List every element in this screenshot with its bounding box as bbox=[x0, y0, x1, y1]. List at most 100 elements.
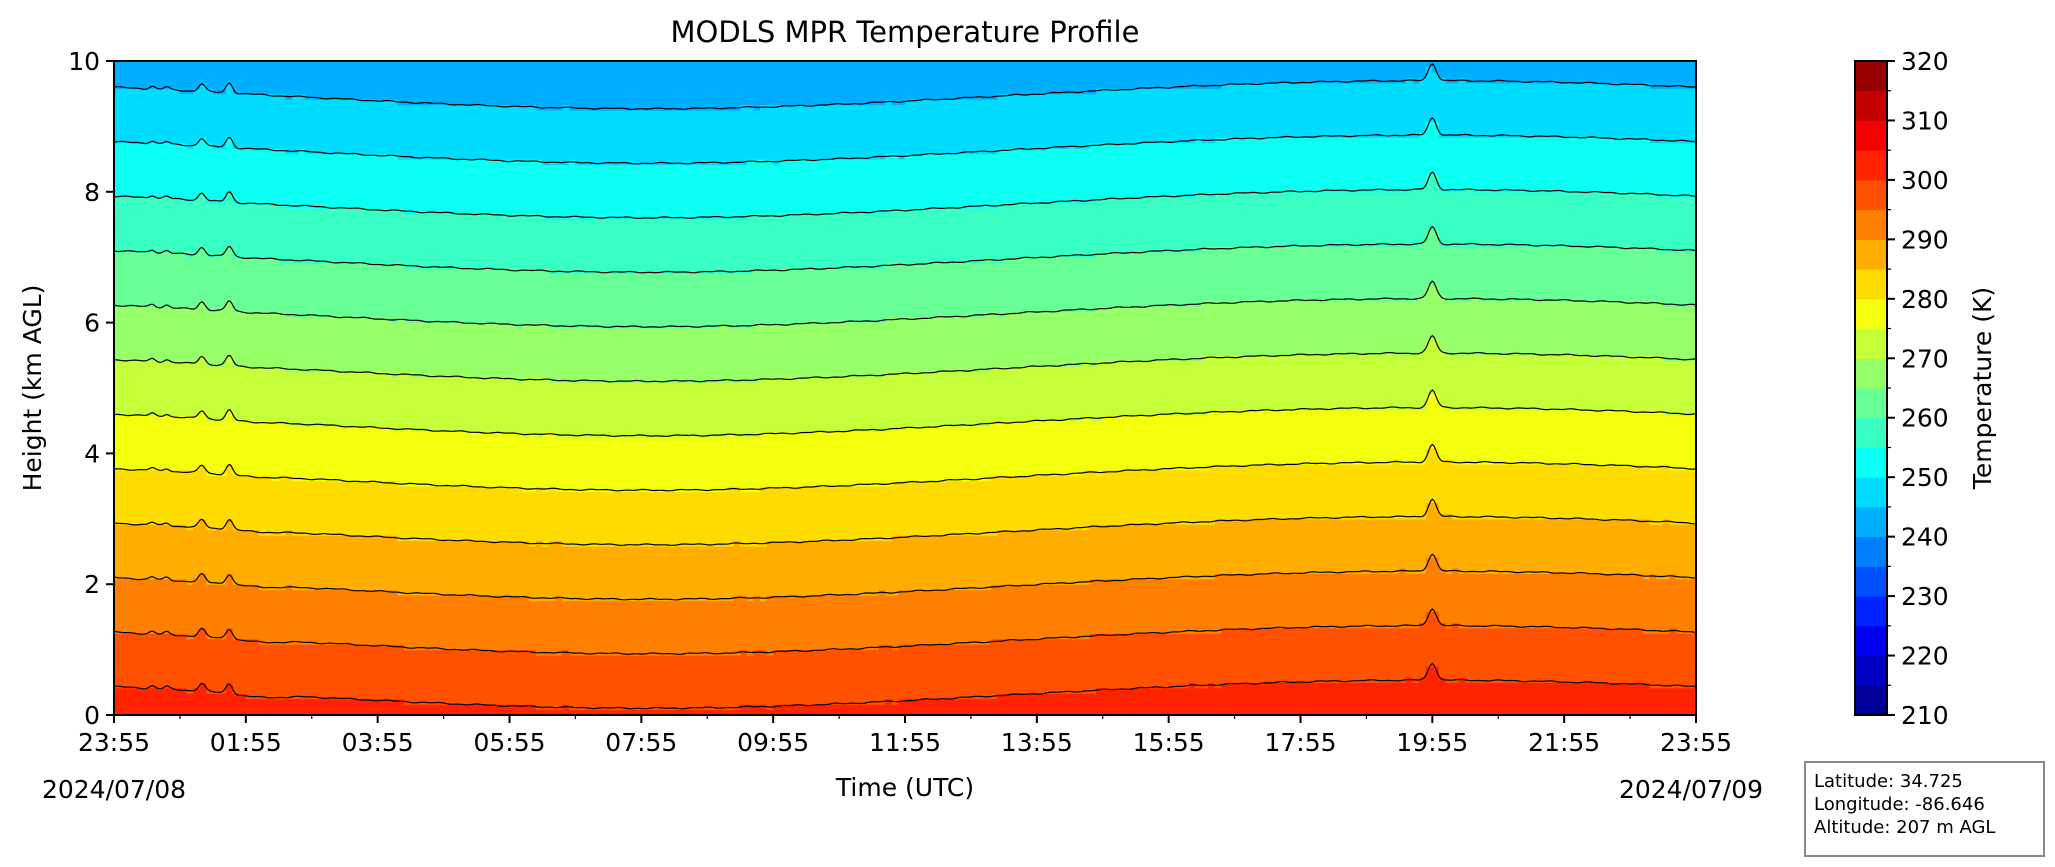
heatmap-cell bbox=[146, 360, 155, 416]
heatmap-cell bbox=[654, 110, 662, 166]
heatmap-cell bbox=[713, 437, 722, 493]
heatmap-cell bbox=[410, 213, 418, 269]
heatmap-cell bbox=[1340, 464, 1348, 520]
heatmap-cell bbox=[1531, 355, 1539, 411]
heatmap-cell bbox=[133, 524, 141, 580]
heatmap-cell bbox=[753, 437, 761, 493]
heatmap-cell bbox=[1353, 627, 1361, 683]
heatmap-cell bbox=[278, 589, 286, 645]
heatmap-cell bbox=[127, 524, 135, 580]
heatmap-cell bbox=[1373, 300, 1381, 356]
heatmap-cell bbox=[1557, 573, 1565, 629]
heatmap-cell bbox=[1030, 257, 1038, 313]
isotherm-285K bbox=[114, 498, 1696, 546]
heatmap-cell bbox=[1405, 518, 1414, 574]
x-tick-label: 23:55 bbox=[1660, 728, 1732, 757]
heatmap-cell bbox=[1155, 524, 1163, 580]
heatmap-cell bbox=[1076, 366, 1084, 422]
heatmap-cell bbox=[727, 709, 735, 715]
heatmap-cell bbox=[1583, 682, 1592, 715]
heatmap-cell bbox=[1247, 573, 1255, 629]
heatmap-cell bbox=[700, 328, 708, 384]
x-tick-label: 07:55 bbox=[605, 728, 677, 757]
heatmap-cell bbox=[1017, 693, 1025, 715]
heatmap-cell bbox=[1050, 529, 1058, 585]
heatmap-cell bbox=[707, 491, 715, 547]
colorbar-tick-label: 250 bbox=[1901, 463, 1949, 492]
heatmap-cell bbox=[918, 262, 926, 318]
heatmap-cell bbox=[1208, 355, 1216, 411]
heatmap-cell bbox=[483, 704, 491, 715]
heatmap-cell bbox=[628, 600, 636, 656]
heatmap-cell bbox=[970, 99, 979, 155]
heatmap-cell bbox=[1102, 360, 1110, 416]
heatmap-cell bbox=[924, 262, 932, 318]
heatmap-cell bbox=[305, 371, 313, 427]
heatmap-cell bbox=[1597, 464, 1605, 520]
heatmap-cell bbox=[1432, 61, 1440, 73]
heatmap-cell bbox=[1274, 61, 1282, 84]
heatmap-cell bbox=[1313, 82, 1321, 138]
heatmap-cell bbox=[984, 202, 992, 258]
heatmap-cell bbox=[1115, 197, 1124, 253]
heatmap-cell bbox=[298, 589, 306, 645]
heatmap-cell bbox=[384, 698, 392, 715]
heatmap-cell bbox=[535, 110, 544, 160]
heatmap-cell bbox=[1452, 191, 1460, 247]
heatmap-cell bbox=[1287, 191, 1295, 247]
heatmap-cell bbox=[825, 159, 834, 215]
heatmap-cell bbox=[338, 99, 346, 155]
heatmap-cell bbox=[595, 328, 603, 384]
heatmap-cell bbox=[944, 426, 952, 482]
heatmap-cell bbox=[1610, 464, 1618, 520]
heatmap-cell bbox=[753, 595, 761, 651]
heatmap-cell bbox=[1340, 191, 1348, 247]
heatmap-cell bbox=[252, 61, 260, 95]
heatmap-cell bbox=[311, 262, 319, 318]
heatmap-cell bbox=[819, 61, 827, 106]
heatmap-cell bbox=[186, 469, 194, 531]
heatmap-cell bbox=[601, 709, 609, 715]
heatmap-cell bbox=[766, 159, 774, 215]
heatmap-cell bbox=[905, 589, 913, 645]
heatmap-cell bbox=[1682, 61, 1691, 89]
heatmap-cell bbox=[1564, 682, 1572, 715]
heatmap-cell bbox=[1504, 682, 1513, 715]
heatmap-cell bbox=[1676, 687, 1684, 715]
heatmap-cell bbox=[114, 687, 122, 715]
heatmap-cell bbox=[931, 317, 939, 373]
heatmap-cell bbox=[120, 88, 128, 144]
heatmap-cell bbox=[133, 578, 141, 634]
heatmap-cell bbox=[1333, 409, 1341, 465]
heatmap-cell bbox=[1570, 191, 1578, 247]
heatmap-cell bbox=[1544, 355, 1552, 411]
heatmap-cell bbox=[713, 61, 722, 111]
heatmap-cell bbox=[1142, 633, 1150, 689]
heatmap-cell bbox=[595, 164, 603, 220]
heatmap-cell bbox=[918, 644, 926, 700]
heatmap-cell bbox=[555, 382, 563, 438]
heatmap-cell bbox=[1386, 409, 1394, 465]
heatmap-cell bbox=[1320, 627, 1328, 683]
heatmap-cell bbox=[766, 104, 774, 160]
y-tick-label: 6 bbox=[84, 309, 100, 338]
heatmap-cell bbox=[1623, 409, 1631, 465]
heatmap-cell bbox=[608, 382, 616, 438]
heatmap-cell bbox=[371, 61, 379, 100]
heatmap-cell bbox=[1241, 518, 1249, 574]
heatmap-cell bbox=[667, 655, 675, 711]
heatmap-cell bbox=[456, 159, 464, 215]
heatmap-cell bbox=[1649, 246, 1658, 302]
heatmap-cell bbox=[779, 322, 787, 378]
heatmap-cell bbox=[549, 431, 557, 487]
heatmap-cell bbox=[661, 709, 669, 715]
heatmap-cell bbox=[1109, 61, 1117, 89]
heatmap-cell bbox=[371, 99, 379, 155]
heatmap-cell bbox=[1030, 638, 1038, 694]
heatmap-cell bbox=[1195, 687, 1203, 715]
heatmap-cell bbox=[621, 164, 629, 220]
heatmap-cell bbox=[680, 546, 689, 602]
heatmap-cell bbox=[905, 698, 913, 715]
heatmap-cell bbox=[285, 317, 293, 373]
heatmap-cell bbox=[338, 426, 346, 482]
